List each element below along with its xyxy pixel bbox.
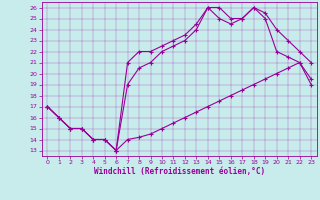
X-axis label: Windchill (Refroidissement éolien,°C): Windchill (Refroidissement éolien,°C) (94, 167, 265, 176)
